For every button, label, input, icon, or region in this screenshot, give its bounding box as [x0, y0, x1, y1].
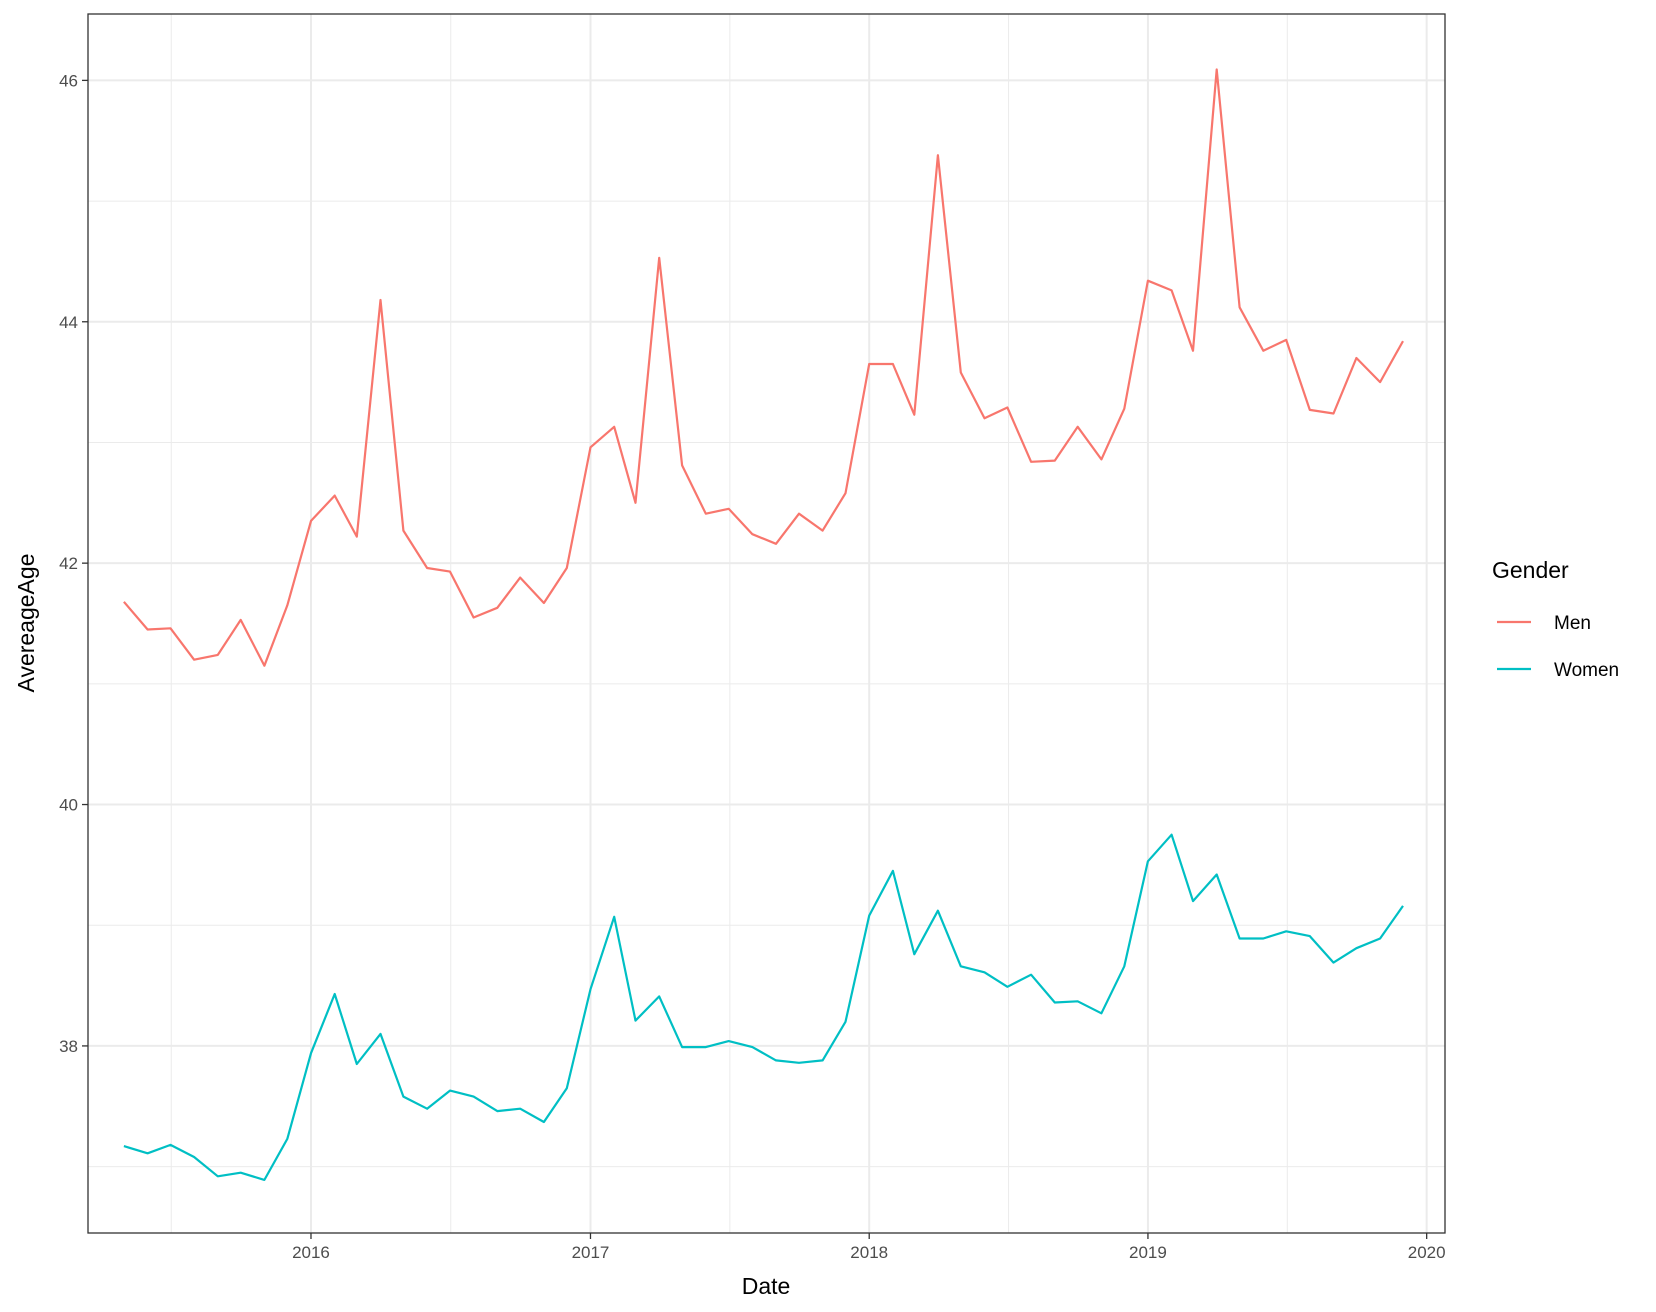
y-tick-label: 42 — [59, 554, 78, 573]
legend-keys: Men Women — [1497, 613, 1619, 681]
x-tick-label: 2018 — [850, 1243, 888, 1262]
x-tick-label: 2017 — [572, 1243, 610, 1262]
legend-title: Gender — [1492, 557, 1569, 583]
series-line-men — [123, 68, 1404, 667]
y-tick-label: 38 — [59, 1037, 78, 1056]
x-tick-label: 2019 — [1129, 1243, 1167, 1262]
plot-background — [88, 14, 1445, 1233]
y-tick-label: 44 — [59, 313, 78, 332]
legend-label-men: Men — [1554, 613, 1591, 634]
y-tick-label: 46 — [59, 71, 78, 90]
x-axis-title: Date — [742, 1273, 791, 1299]
legend: Gender Men Women — [1492, 557, 1619, 681]
y-axis-title: AvereageAge — [13, 554, 39, 693]
x-tick-label: 2020 — [1408, 1243, 1446, 1262]
y-axis: 38 40 42 44 46 — [59, 71, 88, 1056]
plot-panel-border — [87, 13, 1446, 1234]
x-axis: 2016 2017 2018 2019 2020 — [292, 1233, 1446, 1262]
series-lines — [123, 68, 1404, 1182]
minor-gridlines — [88, 14, 1445, 1233]
major-gridlines — [88, 14, 1445, 1233]
legend-label-women: Women — [1554, 660, 1619, 681]
x-tick-label: 2016 — [292, 1243, 330, 1262]
series-line-women — [123, 833, 1404, 1182]
y-tick-label: 40 — [59, 796, 78, 815]
